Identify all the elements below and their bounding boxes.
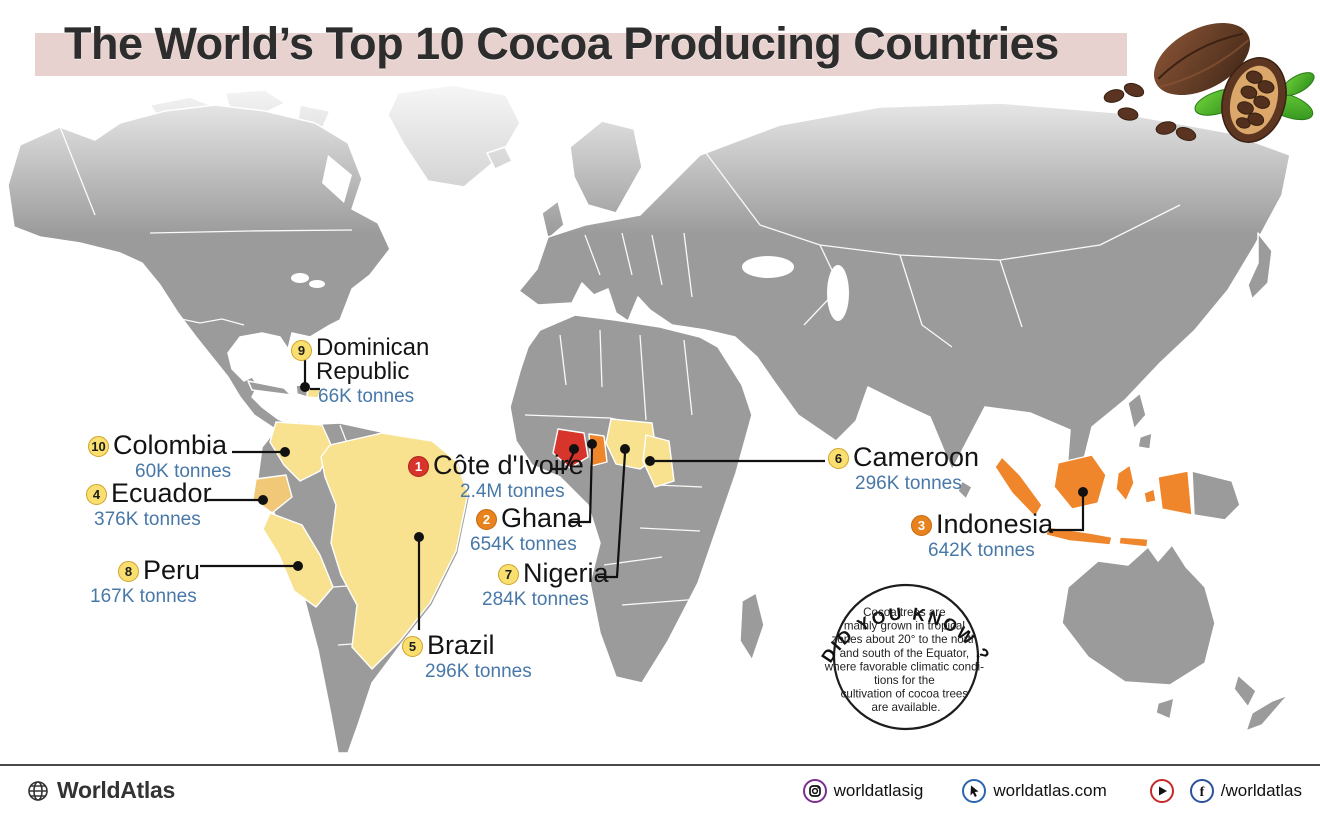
- title-banner: [35, 33, 1127, 76]
- rank-badge: 1: [408, 456, 429, 477]
- country-name: Ecuador: [111, 478, 212, 508]
- social-youtube-facebook[interactable]: f /worldatlas: [1149, 778, 1302, 804]
- map-scandinavia: [569, 120, 643, 214]
- map-papua-new-guinea: [1191, 470, 1241, 521]
- page-title: The World’s Top 10 Cocoa Producing Count…: [64, 18, 1059, 69]
- country-tonnes: 66K tonnes: [318, 385, 415, 407]
- did-you-know-bubble: DID YOU KNOW ? Cocoa trees are mainly gr…: [817, 583, 992, 731]
- country-name: Brazil: [427, 630, 495, 660]
- country-tonnes: 296K tonnes: [855, 472, 962, 494]
- country-name: Dominican Republic: [316, 334, 430, 386]
- map-colombia: [269, 421, 333, 482]
- did-you-know-text: Cocoa trees are mainly grown in tropical…: [824, 606, 987, 714]
- map-brazil: [320, 432, 469, 670]
- rank-badge: 3: [911, 515, 932, 536]
- world-map: [7, 85, 1291, 754]
- svg-text:f: f: [1199, 785, 1204, 800]
- cocoa-pod-illustration: [1103, 22, 1315, 143]
- country-tonnes: 376K tonnes: [94, 508, 201, 530]
- map-indonesia: [994, 454, 1193, 548]
- rank-badge: 6: [828, 448, 849, 469]
- map-japan: [1247, 232, 1273, 300]
- country-name: Peru: [143, 555, 201, 585]
- leader-lines: [200, 353, 1085, 630]
- label-ghana: 2 Ghana 654K tonnes: [470, 503, 583, 556]
- label-indonesia: 3 Indonesia 642K tonnes: [911, 509, 1054, 562]
- country-name: Nigeria: [523, 558, 609, 588]
- map-greenland: [387, 85, 521, 188]
- social-label: worldatlasig: [833, 781, 924, 800]
- country-name: Cameroon: [853, 442, 980, 472]
- label-cote-divoire: 1 Côte d'Ivoire 2.4M tonnes: [408, 450, 584, 503]
- rank-badge: 4: [86, 484, 107, 505]
- youtube-play-icon: [1149, 779, 1174, 803]
- footer-divider: [0, 764, 1320, 766]
- rank-badge: 2: [476, 509, 497, 530]
- rank-badge: 10: [88, 436, 109, 457]
- social-instagram[interactable]: worldatlasig: [802, 778, 924, 804]
- rank-badge: 5: [402, 636, 423, 657]
- instagram-icon: [802, 779, 827, 803]
- country-tonnes: 167K tonnes: [90, 585, 197, 607]
- social-label: worldatlas.com: [993, 781, 1107, 800]
- label-brazil: 5 Brazil 296K tonnes: [402, 630, 532, 683]
- globe-icon: [28, 780, 48, 801]
- social-links: worldatlasig worldatlas.com f /worldatla…: [802, 778, 1302, 804]
- footer: WorldAtlas worldatlasig worldatlas.com: [0, 766, 1320, 819]
- map-madagascar: [739, 592, 765, 661]
- country-tonnes: 60K tonnes: [135, 460, 232, 482]
- label-cameroon: 6 Cameroon 296K tonnes: [828, 442, 980, 495]
- map-australia: [1061, 544, 1216, 686]
- rank-badge: 8: [118, 561, 139, 582]
- country-tonnes: 642K tonnes: [928, 539, 1035, 561]
- social-website[interactable]: worldatlas.com: [961, 778, 1107, 804]
- facebook-icon: f: [1189, 779, 1214, 803]
- country-name: Côte d'Ivoire: [433, 450, 584, 480]
- country-name: Colombia: [113, 430, 228, 460]
- map-peru: [262, 512, 334, 608]
- country-tonnes: 284K tonnes: [482, 588, 589, 610]
- country-tonnes: 2.4M tonnes: [460, 480, 565, 502]
- rank-badge: 9: [291, 340, 312, 361]
- country-name: Indonesia: [936, 509, 1054, 539]
- label-nigeria: 7 Nigeria 284K tonnes: [482, 558, 609, 611]
- country-tonnes: 654K tonnes: [470, 533, 577, 555]
- label-peru: 8 Peru 167K tonnes: [90, 555, 201, 608]
- brand-name: WorldAtlas: [57, 777, 175, 803]
- rank-badge: 7: [498, 564, 519, 585]
- cursor-icon: [962, 779, 987, 803]
- country-tonnes: 296K tonnes: [425, 660, 532, 682]
- leader-dots: [258, 382, 1088, 571]
- country-name: Ghana: [501, 503, 583, 533]
- label-colombia: 10 Colombia 60K tonnes: [88, 430, 232, 483]
- social-label: /worldatlas: [1220, 781, 1302, 800]
- label-ecuador: 4 Ecuador 376K tonnes: [86, 478, 212, 531]
- worldatlas-brand[interactable]: WorldAtlas: [26, 777, 175, 804]
- label-dominican-republic: 9 Dominican Republic 66K tonnes: [291, 334, 444, 408]
